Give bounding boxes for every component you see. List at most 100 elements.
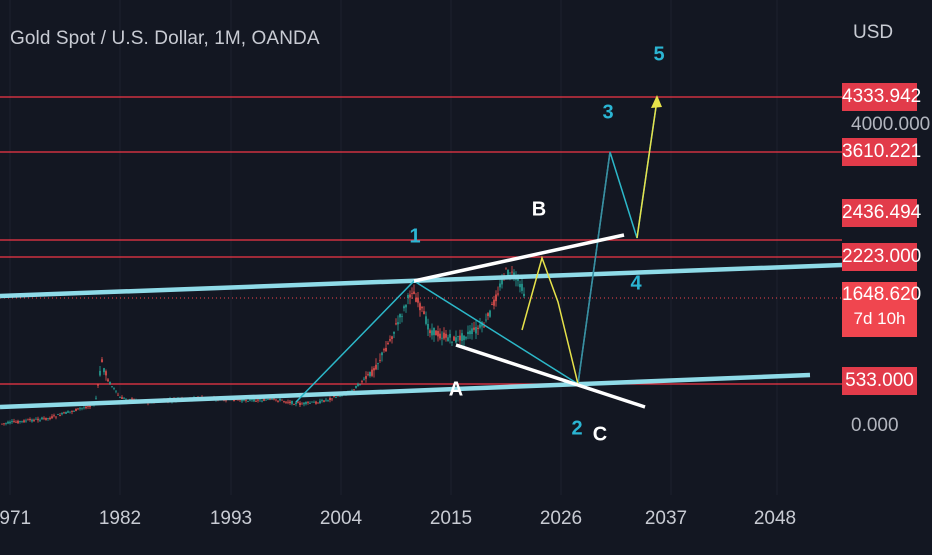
candle-body [435,330,437,336]
candle-body [77,408,79,410]
candle-body [431,330,433,336]
wedge-upper-line[interactable] [413,233,625,283]
candle-body [109,382,111,384]
candle-body [387,342,389,344]
candle-body [425,316,427,324]
candle-body [313,401,315,403]
candle-body [99,370,101,376]
candle-body [291,400,293,404]
candle-body [15,421,17,423]
elliott-wave-path[interactable] [295,99,658,403]
wave-label-5[interactable]: 5 [653,43,665,66]
candle-body [1,423,3,425]
time-tick-2037: 2037 [644,508,688,529]
wave-label-C[interactable]: C [592,423,608,446]
candle-body [111,386,113,388]
time-tick-2004: 2004 [319,508,363,529]
candle-body [463,335,465,341]
candle-body [399,314,401,318]
candle-body [295,402,297,405]
candle-body [351,390,353,391]
price-badge-4333[interactable]: 4333.942 [842,83,921,111]
candle-body [327,399,329,401]
candle-body [385,347,387,352]
candle-body [277,401,279,402]
current-price-value: 1648.620 [842,284,922,305]
candle-body [353,389,355,391]
candle-body [275,399,277,401]
candle-body [461,333,463,341]
candle-body [303,402,305,405]
wave-label-1[interactable]: 1 [409,225,421,248]
candle-body [245,400,247,401]
candle-body [315,401,317,404]
candle-body [271,398,273,400]
candle-body [255,400,257,402]
candle-body [403,306,405,309]
candle-body [49,417,51,420]
wave-label-2[interactable]: 2 [571,417,583,440]
candle-body [323,400,325,402]
currency-label[interactable]: USD [853,22,894,43]
candle-body [19,421,21,422]
current-price-badge[interactable]: 1648.620 7d 10h [842,282,921,337]
candle-body [511,271,513,273]
candle-body [489,310,491,317]
candle-body [37,418,39,421]
price-badge-2223[interactable]: 2223.000 [842,243,921,271]
candle-body [465,337,467,339]
candle-body [305,401,307,404]
wave-label-4[interactable]: 4 [630,272,642,295]
price-badge-3610[interactable]: 3610.221 [842,138,921,166]
candle-body [439,333,441,339]
wedge-lower-line[interactable] [455,343,646,409]
candle-body [433,327,435,336]
wave-label-A[interactable]: A [448,378,464,401]
candle-body [233,399,235,402]
candle-body [265,399,267,401]
candle-body [287,401,289,403]
wave-label-3[interactable]: 3 [602,101,614,124]
candle-body [447,337,449,342]
candle-body [363,378,365,380]
candle-body [331,398,333,400]
trend-channel-lower[interactable] [0,372,811,410]
arrow-head-icon [651,95,662,108]
candle-body [59,415,61,416]
candle-body [409,294,411,298]
candle-body [383,349,385,351]
candle-body [289,401,291,404]
level-lines[interactable] [0,96,842,385]
candle-body [55,416,57,418]
candle-body [501,278,503,285]
candle-body [297,402,299,404]
candle-body [407,294,409,298]
candle-body [105,371,107,376]
wave-5-arrow[interactable] [636,99,658,239]
projection-path[interactable] [521,255,579,385]
candle-body [369,371,371,377]
candle-body [71,411,73,412]
wave-3-4-segment[interactable] [577,151,611,385]
price-badge-533[interactable]: 533.000 [842,367,917,395]
candle-body [441,337,443,339]
candle-body [259,399,261,401]
candle-body [61,412,63,415]
wave-label-B[interactable]: B [531,198,547,221]
candle-body [121,397,123,399]
candle-body [261,400,263,402]
candle-body [125,398,127,400]
candle-body [263,398,265,401]
time-tick-2026: 2026 [539,508,583,529]
candle-body [63,412,65,414]
symbol-title[interactable]: Gold Spot / U.S. Dollar, 1M, OANDA [10,28,320,49]
candle-body [107,379,109,382]
candle-body [339,396,341,397]
price-badge-2436[interactable]: 2436.494 [842,199,921,227]
candle-body [267,399,269,401]
candle-body [391,336,393,340]
candle-body [459,335,461,341]
time-tick-2048: 2048 [753,508,797,529]
